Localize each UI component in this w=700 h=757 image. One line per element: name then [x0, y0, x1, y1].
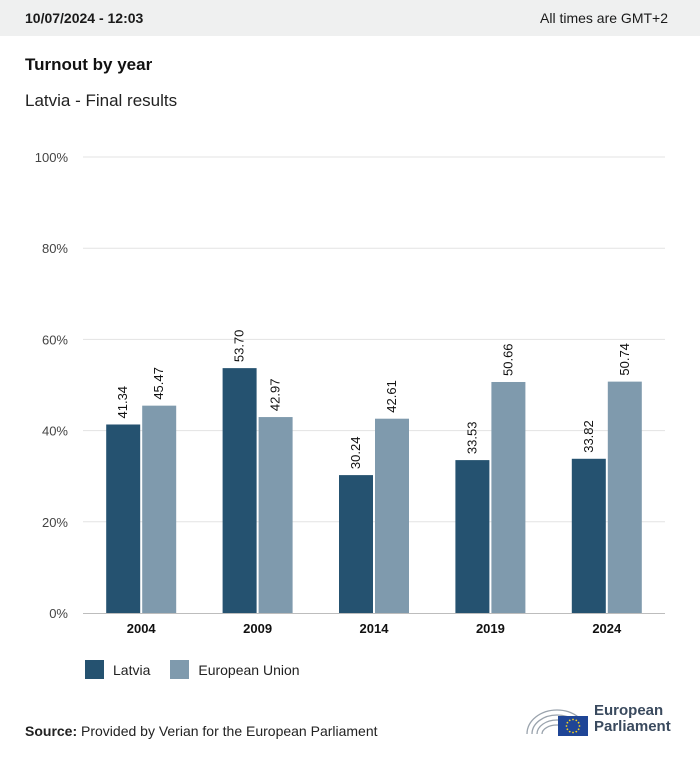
data-label: 50.74 — [617, 343, 632, 376]
data-label: 33.53 — [464, 422, 479, 455]
datetime: 10/07/2024 - 12:03 — [25, 10, 144, 26]
logo-line-2: Parliament — [594, 718, 671, 735]
chart-subtitle: Latvia - Final results — [25, 91, 178, 110]
data-label: 53.70 — [232, 330, 247, 363]
legend-swatch-eu — [170, 660, 190, 679]
bar — [258, 417, 293, 613]
timezone-note: All times are GMT+2 — [540, 10, 668, 26]
turnout-bar-chart: 0% 20% 40% 60% 80% 100% 41.34 45.47 2004 53.70 42.… — [35, 150, 665, 636]
data-label: 33.82 — [581, 420, 596, 453]
data-label: 45.47 — [151, 367, 166, 400]
chart-title: Turnout by year — [25, 55, 153, 74]
bar — [455, 460, 490, 613]
source-label: Source: — [25, 723, 78, 739]
legend-label-latvia: Latvia — [113, 661, 151, 678]
legend-swatch-latvia — [85, 660, 104, 679]
top-bar: 10/07/2024 - 12:03 All times are GMT+2 — [0, 0, 700, 36]
y-tick-label: 20% — [42, 515, 68, 530]
data-label: 42.61 — [384, 380, 399, 413]
x-tick-label: 2019 — [476, 621, 505, 636]
bar — [222, 368, 257, 613]
bar — [375, 418, 409, 613]
chart-legend: Latvia European Union — [85, 660, 320, 679]
data-label: 30.24 — [348, 437, 363, 470]
y-tick-label: 60% — [42, 332, 68, 347]
source-note: Source: Provided by Verian for the Europ… — [25, 723, 378, 739]
x-tick-label: 2009 — [243, 621, 272, 636]
y-tick-label: 40% — [42, 424, 68, 439]
bar — [142, 405, 177, 613]
bar — [339, 475, 373, 613]
source-text: Provided by Verian for the European Parl… — [77, 723, 378, 739]
y-tick-label: 0% — [49, 606, 68, 621]
data-label: 41.34 — [115, 386, 130, 419]
legend-label-eu: European Union — [198, 661, 300, 678]
bar — [607, 381, 642, 613]
legend-item-eu[interactable]: European Union — [170, 660, 300, 679]
y-tick-label: 80% — [42, 241, 68, 256]
x-tick-label: 2014 — [360, 621, 390, 636]
legend-item-latvia[interactable]: Latvia — [85, 660, 150, 679]
bar — [106, 424, 141, 613]
bar — [571, 458, 606, 613]
data-label: 50.66 — [500, 343, 515, 376]
bar — [491, 381, 526, 613]
hemicycle-icon — [526, 709, 588, 736]
x-tick-label: 2024 — [592, 621, 622, 636]
european-parliament-logo[interactable]: European Parliament — [524, 700, 671, 738]
data-label: 42.97 — [268, 379, 283, 412]
y-tick-label: 100% — [35, 150, 69, 165]
logo-line-1: European — [594, 702, 664, 719]
x-tick-label: 2004 — [127, 621, 157, 636]
